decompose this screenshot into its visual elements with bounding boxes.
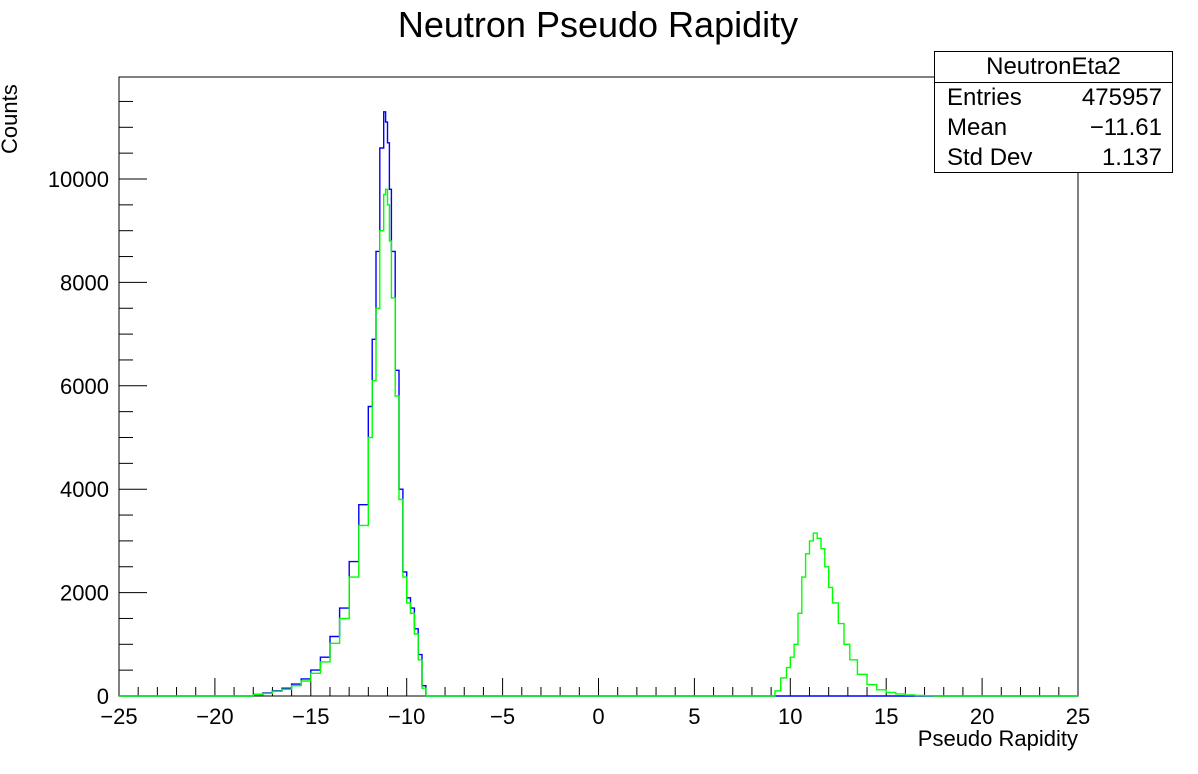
y-tick-label: 6000 [60,374,109,399]
y-tick-label: 10000 [48,167,109,192]
axis-ticks: −25 −20 −15 −10 −5 0 5 10 15 20 25 0 2000 4000 6000 800… [48,100,1090,729]
x-axis-label: Pseudo Rapidity [918,726,1078,751]
stats-row-mean: Mean −11.61 [947,114,1162,144]
stats-box: NeutronEta2 Entries 475957 Mean −11.61 S… [934,51,1173,173]
x-tick-label: 15 [874,704,898,729]
x-tick-label: 5 [688,704,700,729]
y-tick-label: 0 [97,684,109,709]
x-tick-label: −20 [196,704,233,729]
x-tick-label: −15 [292,704,329,729]
stats-row-entries: Entries 475957 [947,84,1162,114]
x-tick-label: −25 [100,704,137,729]
stats-row-stddev: Std Dev 1.137 [947,144,1162,174]
x-tick-label: 10 [778,704,802,729]
x-tick-label: −10 [388,704,425,729]
stats-title: NeutronEta2 [935,52,1172,83]
stats-value: −11.61 [1089,114,1162,141]
series-green [119,188,1078,697]
stats-label: Std Dev [947,144,1033,171]
x-tick-label: 25 [1066,704,1090,729]
y-tick-label: 8000 [60,270,109,295]
stats-label: Entries [947,84,1022,111]
plot-frame [118,76,1079,697]
x-tick-label: 20 [970,704,994,729]
x-tick-label: 0 [592,704,604,729]
x-tick-label: −5 [490,704,515,729]
chart-title: Neutron Pseudo Rapidity [398,4,798,45]
stats-value: 1.137 [1101,144,1162,171]
y-tick-label: 4000 [60,477,109,502]
series-layer [119,111,1078,697]
y-axis-label: Counts [0,84,22,154]
stats-value: 475957 [1081,84,1162,111]
y-tick-label: 2000 [60,581,109,606]
stats-label: Mean [947,114,1008,141]
